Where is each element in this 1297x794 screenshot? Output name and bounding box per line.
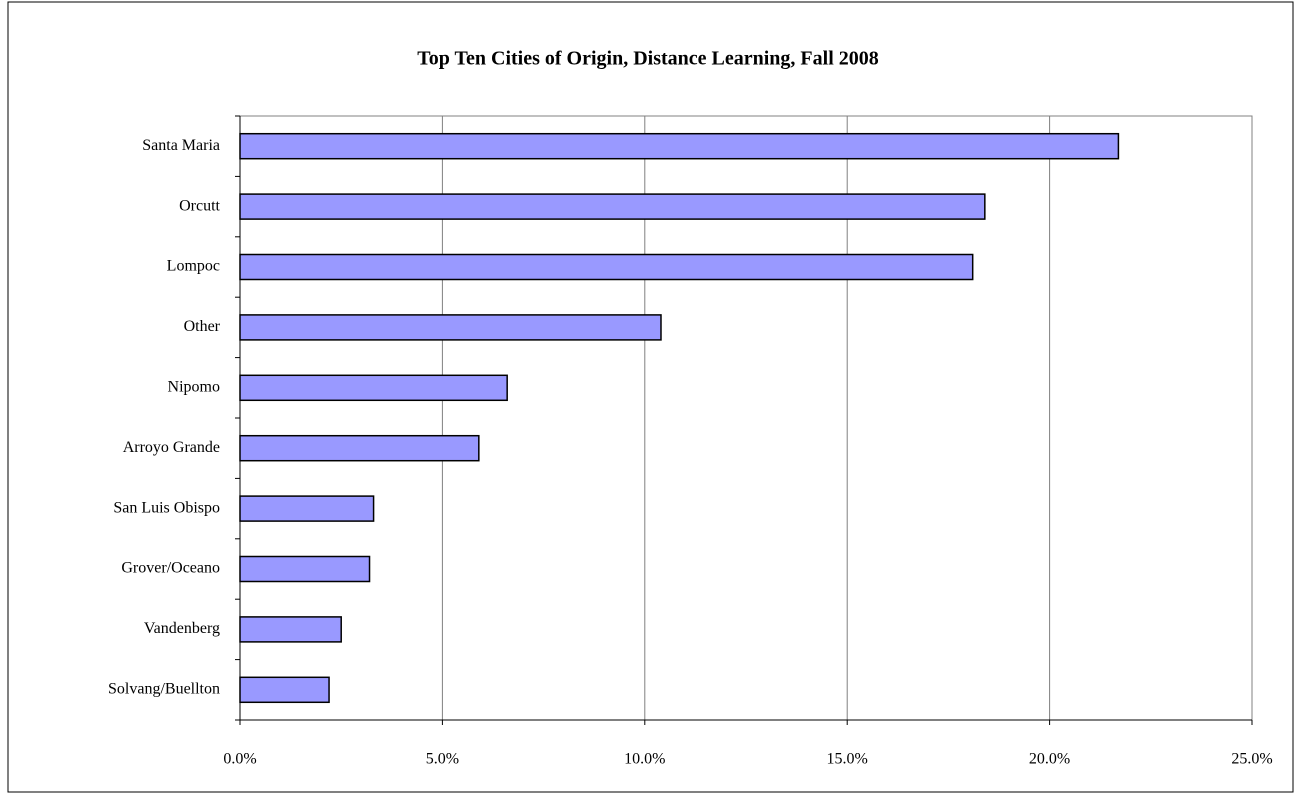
y-tick-label: San Luis Obispo: [113, 499, 220, 516]
chart-title: Top Ten Cities of Origin, Distance Learn…: [417, 48, 879, 70]
x-tick-label: 20.0%: [1029, 751, 1070, 768]
y-tick-label: Nipomo: [168, 378, 220, 395]
bar: [239, 132, 1120, 160]
y-tick-label: Other: [184, 318, 221, 335]
y-tick-label: Orcutt: [179, 197, 220, 214]
y-tick-label: Arroyo Grande: [123, 439, 220, 456]
bar: [239, 314, 662, 341]
x-tick-label: 5.0%: [426, 751, 459, 768]
bar: [239, 193, 986, 220]
bar: [239, 616, 342, 643]
x-tick-label: 15.0%: [827, 751, 868, 768]
bar: [239, 676, 330, 704]
x-tick-label: 0.0%: [223, 751, 256, 768]
bar: [239, 495, 375, 522]
bar: [239, 555, 371, 583]
x-tick-label: 25.0%: [1231, 751, 1272, 768]
bar: [239, 434, 480, 462]
x-tick-label: 10.0%: [624, 751, 665, 768]
bar: [239, 253, 974, 281]
y-tick-label: Grover/Oceano: [121, 560, 220, 577]
y-tick-label: Santa Maria: [142, 137, 220, 154]
y-tick-label: Solvang/Buellton: [108, 680, 220, 697]
y-tick-label: Vandenberg: [144, 620, 220, 637]
bar: [239, 374, 508, 402]
y-tick-label: Lompoc: [167, 258, 220, 275]
